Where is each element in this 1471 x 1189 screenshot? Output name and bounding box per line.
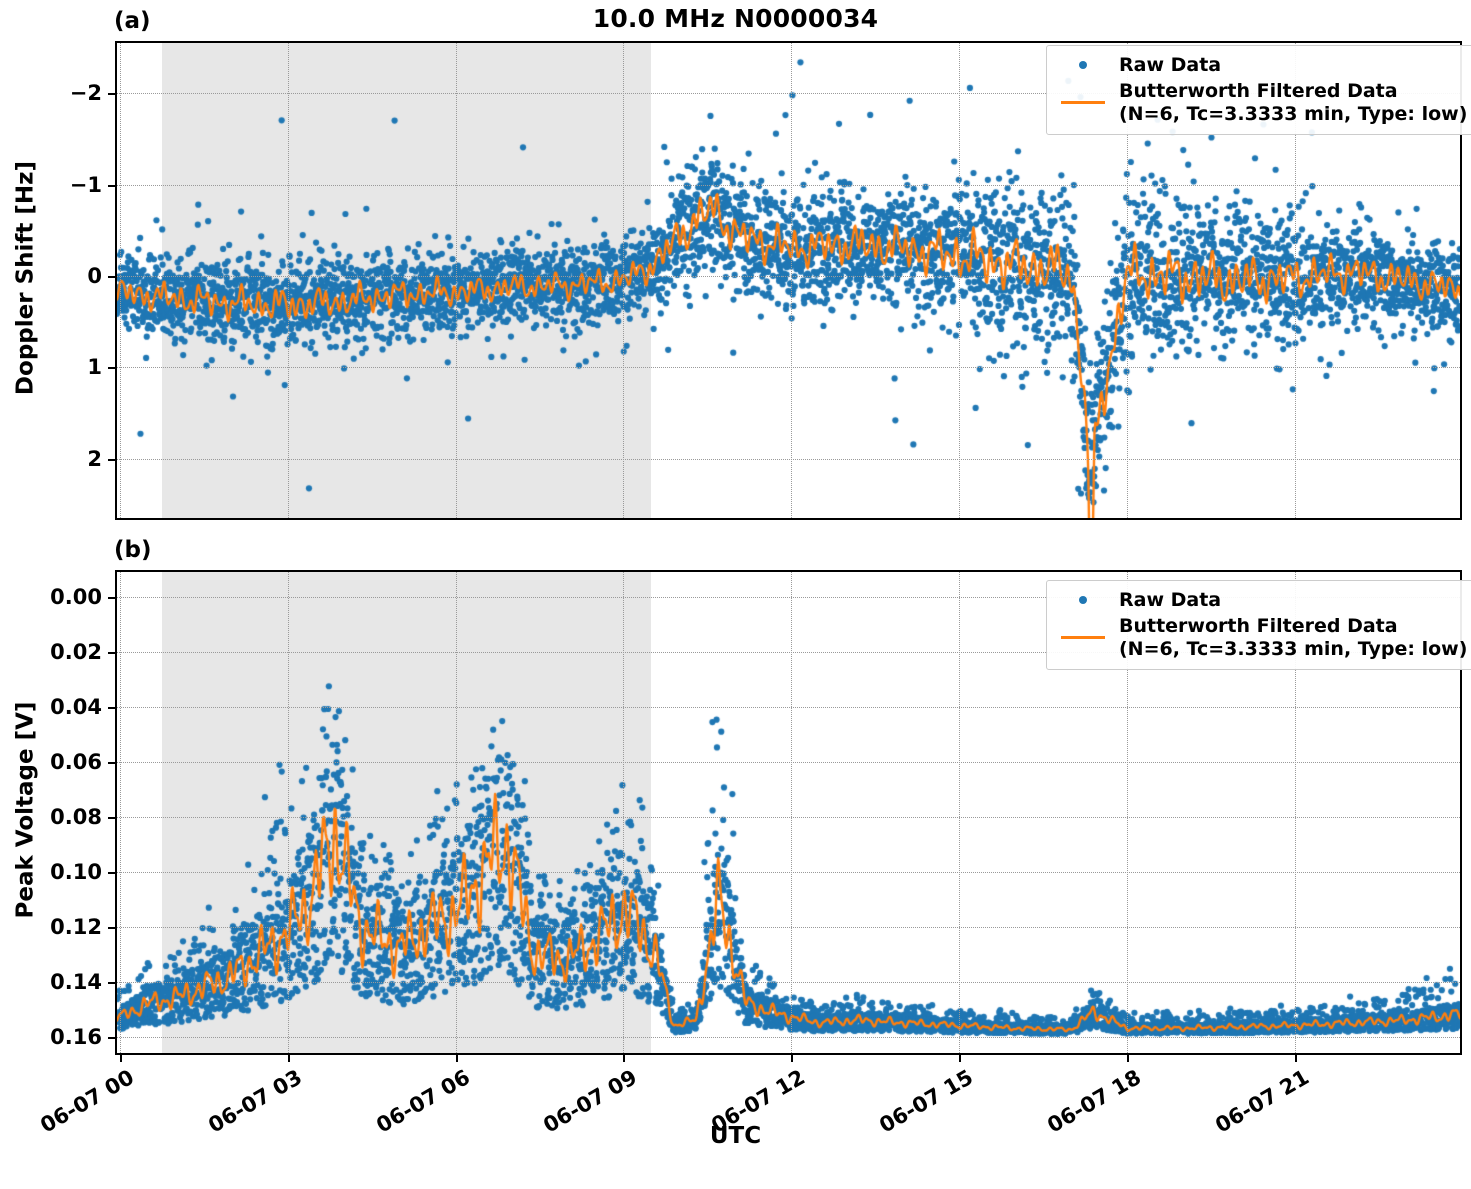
- y-tick-mark: [108, 184, 115, 187]
- gridline-horizontal: [117, 1036, 1460, 1038]
- y-tick-label: 0.06: [50, 749, 102, 774]
- y-tick-label: 0.00: [50, 584, 102, 609]
- gridline-vertical: [119, 572, 121, 1053]
- x-tick-mark: [623, 1055, 626, 1062]
- x-axis-label: UTC: [709, 1123, 762, 1149]
- y-tick-mark: [108, 761, 115, 764]
- gridline-horizontal: [117, 816, 1460, 818]
- filtered-line-icon: [1057, 636, 1109, 640]
- y-tick-mark: [108, 816, 115, 819]
- gridline-vertical: [959, 572, 961, 1053]
- y-tick-label: 0.04: [50, 694, 102, 719]
- legend-entry-raw: Raw Data: [1057, 54, 1467, 76]
- y-tick-mark: [108, 926, 115, 929]
- y-tick-label: 0.12: [50, 914, 102, 939]
- y-tick-mark: [108, 706, 115, 709]
- gridline-vertical: [623, 572, 625, 1053]
- y-tick-label: 0.14: [50, 969, 102, 994]
- filtered-line-icon: [1057, 101, 1109, 105]
- gridline-vertical: [287, 572, 289, 1053]
- gridline-vertical: [791, 572, 793, 1053]
- y-tick-mark: [108, 275, 115, 278]
- panel-a-legend[interactable]: Raw Data Butterworth Filtered Data (N=6,…: [1046, 45, 1471, 136]
- x-tick-mark: [455, 1055, 458, 1062]
- gridline-vertical: [455, 572, 457, 1053]
- y-tick-label: 0.10: [50, 859, 102, 884]
- gridline-horizontal: [117, 93, 1460, 95]
- y-tick-mark: [108, 651, 115, 654]
- x-tick-mark: [287, 1055, 290, 1062]
- gridline-horizontal: [117, 275, 1460, 277]
- gridline-horizontal: [117, 651, 1460, 653]
- gridline-vertical: [959, 43, 961, 518]
- gridline-vertical: [1127, 43, 1129, 518]
- figure-title: 10.0 MHz N0000034: [592, 4, 879, 33]
- y-tick-label: 0: [87, 263, 102, 288]
- y-tick-mark: [108, 871, 115, 874]
- y-tick-mark: [108, 596, 115, 599]
- gridline-horizontal: [117, 458, 1460, 460]
- x-tick-mark: [959, 1055, 962, 1062]
- gridline-horizontal: [117, 981, 1460, 983]
- panel-b-y-axis-label: Peak Voltage [V]: [12, 701, 38, 918]
- y-tick-mark: [108, 458, 115, 461]
- y-tick-mark: [108, 981, 115, 984]
- x-tick-mark: [1127, 1055, 1130, 1062]
- y-tick-label: 0.16: [50, 1024, 102, 1049]
- gridline-horizontal: [117, 184, 1460, 186]
- gridline-horizontal: [117, 596, 1460, 598]
- gridline-vertical: [791, 43, 793, 518]
- raw-data-dot-icon: [1057, 596, 1109, 605]
- legend-label-filtered: Butterworth Filtered Data (N=6, Tc=3.333…: [1119, 615, 1468, 660]
- y-tick-label: 0.02: [50, 639, 102, 664]
- y-tick-mark: [108, 367, 115, 370]
- x-tick-mark: [791, 1055, 794, 1062]
- gridline-vertical: [287, 43, 289, 518]
- gridline-vertical: [119, 43, 121, 518]
- x-tick-mark: [119, 1055, 122, 1062]
- gridline-vertical: [1294, 572, 1296, 1053]
- gridline-vertical: [455, 43, 457, 518]
- panel-label-b: (b): [114, 537, 152, 563]
- legend-entry-raw: Raw Data: [1057, 589, 1467, 611]
- y-tick-mark: [108, 93, 115, 96]
- y-tick-label: 1: [87, 355, 102, 380]
- legend-entry-filtered: Butterworth Filtered Data (N=6, Tc=3.333…: [1057, 615, 1467, 660]
- raw-data-dot-icon: [1057, 61, 1109, 70]
- gridline-horizontal: [117, 706, 1460, 708]
- legend-label-filtered: Butterworth Filtered Data (N=6, Tc=3.333…: [1119, 80, 1468, 125]
- x-tick-mark: [1294, 1055, 1297, 1062]
- y-tick-mark: [108, 1036, 115, 1039]
- gridline-horizontal: [117, 761, 1460, 763]
- y-tick-label: −2: [69, 81, 102, 106]
- legend-label-raw: Raw Data: [1119, 54, 1222, 76]
- panel-b-legend[interactable]: Raw Data Butterworth Filtered Data (N=6,…: [1046, 580, 1471, 671]
- gridline-horizontal: [117, 367, 1460, 369]
- gridline-vertical: [623, 43, 625, 518]
- y-tick-label: 0.08: [50, 804, 102, 829]
- panel-a-y-axis-label: Doppler Shift [Hz]: [12, 160, 38, 395]
- y-tick-label: −1: [69, 172, 102, 197]
- y-tick-label: 2: [87, 446, 102, 471]
- legend-label-raw: Raw Data: [1119, 589, 1222, 611]
- gridline-horizontal: [117, 926, 1460, 928]
- gridline-vertical: [1127, 572, 1129, 1053]
- gridline-vertical: [1294, 43, 1296, 518]
- gridline-horizontal: [117, 871, 1460, 873]
- panel-label-a: (a): [114, 8, 151, 34]
- legend-entry-filtered: Butterworth Filtered Data (N=6, Tc=3.333…: [1057, 80, 1467, 125]
